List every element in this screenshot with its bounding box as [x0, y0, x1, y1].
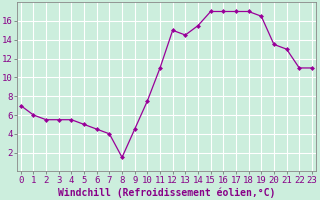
X-axis label: Windchill (Refroidissement éolien,°C): Windchill (Refroidissement éolien,°C) [58, 187, 275, 198]
